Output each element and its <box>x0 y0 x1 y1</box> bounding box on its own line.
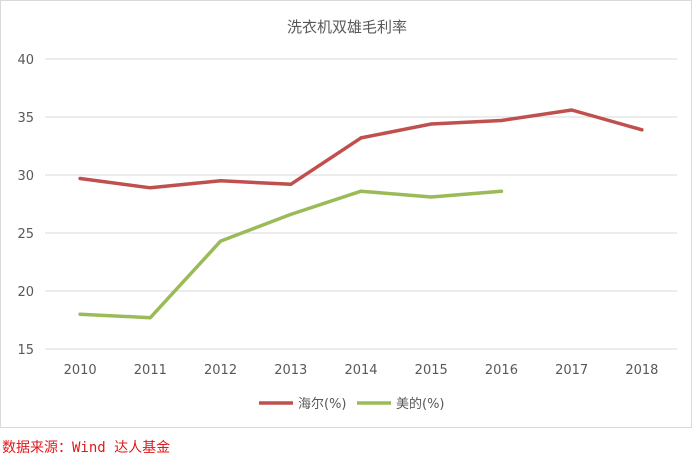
y-tick-label: 15 <box>17 343 34 358</box>
legend-label: 海尔(%) <box>298 397 347 412</box>
data-point <box>78 312 82 316</box>
data-point <box>640 128 644 132</box>
x-tick-label: 2011 <box>134 363 167 378</box>
y-tick-label: 20 <box>17 285 34 300</box>
x-tick-label: 2012 <box>204 363 237 378</box>
x-tick-label: 2010 <box>64 363 97 378</box>
y-tick-label: 40 <box>17 53 34 68</box>
y-tick-label: 25 <box>17 227 34 242</box>
data-point <box>218 179 223 183</box>
x-tick-label: 2016 <box>485 363 518 378</box>
chart-title: 洗衣机双雄毛利率 <box>287 18 407 36</box>
x-tick-label: 2015 <box>415 363 448 378</box>
data-point <box>359 189 363 193</box>
data-point <box>429 122 433 126</box>
data-point <box>148 186 152 190</box>
data-point <box>499 189 504 193</box>
data-point <box>289 212 293 217</box>
x-tick-label: 2018 <box>625 363 658 378</box>
x-tick-label: 2013 <box>274 363 307 378</box>
data-point <box>429 195 433 199</box>
source-note: 数据来源：Wind 达人基金 <box>2 440 171 456</box>
y-tick-label: 30 <box>17 169 34 184</box>
y-tick-label: 35 <box>17 111 34 126</box>
data-point <box>148 316 152 320</box>
legend-label: 美的(%) <box>396 396 445 412</box>
data-point <box>570 108 574 112</box>
data-point <box>218 239 223 243</box>
chart-frame: 洗衣机双雄毛利率 40 35 30 25 20 15 2010 2011 2012 2013 20… <box>0 0 692 428</box>
x-tick-label: 2014 <box>344 363 377 378</box>
data-point <box>289 182 293 186</box>
data-point <box>499 118 504 123</box>
data-point <box>359 136 363 140</box>
series-line-0 <box>78 108 644 190</box>
series-line-1 <box>78 189 504 320</box>
x-tick-label: 2017 <box>555 363 588 378</box>
data-point <box>78 176 82 181</box>
